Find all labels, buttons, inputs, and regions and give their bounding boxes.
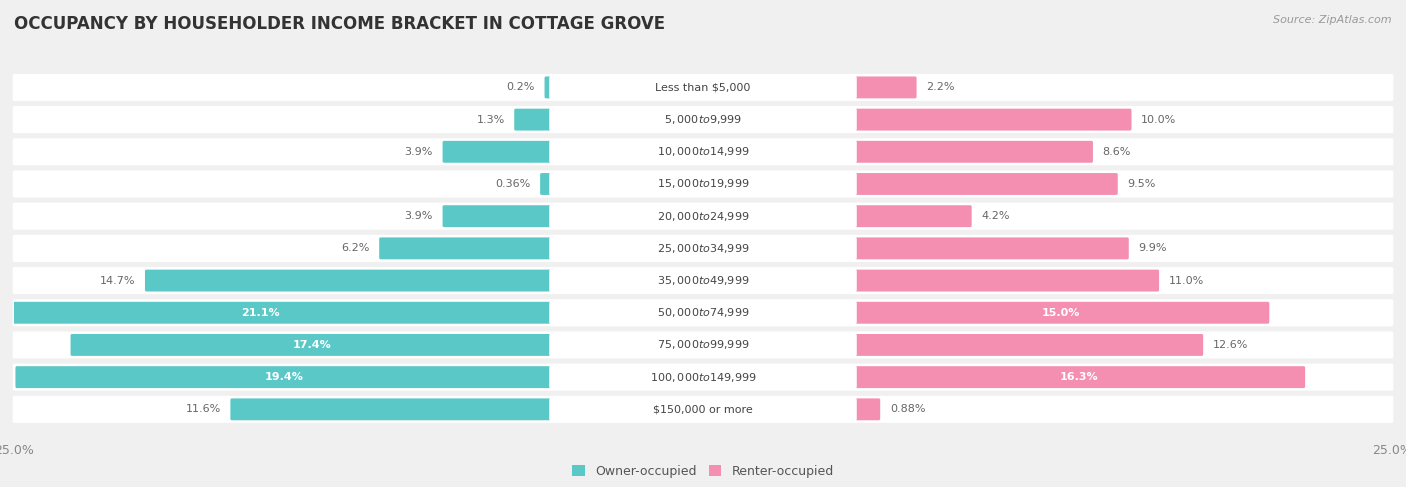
Text: 19.4%: 19.4% — [264, 372, 304, 382]
Text: $75,000 to $99,999: $75,000 to $99,999 — [657, 338, 749, 352]
FancyBboxPatch shape — [550, 365, 856, 389]
FancyBboxPatch shape — [13, 170, 1393, 198]
FancyBboxPatch shape — [853, 109, 1132, 131]
Text: 12.6%: 12.6% — [1213, 340, 1249, 350]
FancyBboxPatch shape — [13, 203, 1393, 230]
FancyBboxPatch shape — [13, 396, 1393, 423]
Text: $100,000 to $149,999: $100,000 to $149,999 — [650, 371, 756, 384]
FancyBboxPatch shape — [380, 238, 553, 259]
FancyBboxPatch shape — [853, 173, 1118, 195]
FancyBboxPatch shape — [853, 302, 1270, 324]
Text: 11.0%: 11.0% — [1168, 276, 1204, 285]
FancyBboxPatch shape — [550, 75, 856, 99]
FancyBboxPatch shape — [853, 398, 880, 420]
Text: 9.5%: 9.5% — [1128, 179, 1156, 189]
Text: $20,000 to $24,999: $20,000 to $24,999 — [657, 210, 749, 223]
FancyBboxPatch shape — [853, 76, 917, 98]
FancyBboxPatch shape — [443, 205, 553, 227]
FancyBboxPatch shape — [550, 333, 856, 357]
FancyBboxPatch shape — [550, 204, 856, 228]
FancyBboxPatch shape — [0, 302, 553, 324]
Text: $25,000 to $34,999: $25,000 to $34,999 — [657, 242, 749, 255]
FancyBboxPatch shape — [853, 270, 1159, 292]
Text: $50,000 to $74,999: $50,000 to $74,999 — [657, 306, 749, 319]
FancyBboxPatch shape — [13, 332, 1393, 358]
Text: $10,000 to $14,999: $10,000 to $14,999 — [657, 145, 749, 158]
Legend: Owner-occupied, Renter-occupied: Owner-occupied, Renter-occupied — [572, 465, 834, 478]
FancyBboxPatch shape — [145, 270, 553, 292]
FancyBboxPatch shape — [13, 138, 1393, 165]
FancyBboxPatch shape — [544, 76, 553, 98]
FancyBboxPatch shape — [15, 366, 553, 388]
Text: 3.9%: 3.9% — [405, 211, 433, 221]
Text: OCCUPANCY BY HOUSEHOLDER INCOME BRACKET IN COTTAGE GROVE: OCCUPANCY BY HOUSEHOLDER INCOME BRACKET … — [14, 15, 665, 33]
Text: $150,000 or more: $150,000 or more — [654, 404, 752, 414]
FancyBboxPatch shape — [550, 140, 856, 164]
Text: 11.6%: 11.6% — [186, 404, 221, 414]
Text: Source: ZipAtlas.com: Source: ZipAtlas.com — [1274, 15, 1392, 25]
Text: 10.0%: 10.0% — [1142, 114, 1177, 125]
Text: 9.9%: 9.9% — [1139, 244, 1167, 253]
Text: 17.4%: 17.4% — [292, 340, 330, 350]
Text: 2.2%: 2.2% — [927, 82, 955, 93]
FancyBboxPatch shape — [550, 172, 856, 196]
FancyBboxPatch shape — [853, 141, 1092, 163]
FancyBboxPatch shape — [853, 205, 972, 227]
Text: 16.3%: 16.3% — [1060, 372, 1098, 382]
FancyBboxPatch shape — [515, 109, 553, 131]
Text: 0.2%: 0.2% — [506, 82, 534, 93]
FancyBboxPatch shape — [13, 299, 1393, 326]
Text: 0.88%: 0.88% — [890, 404, 925, 414]
FancyBboxPatch shape — [550, 301, 856, 325]
Text: 6.2%: 6.2% — [342, 244, 370, 253]
FancyBboxPatch shape — [13, 106, 1393, 133]
FancyBboxPatch shape — [540, 173, 553, 195]
Text: 15.0%: 15.0% — [1042, 308, 1080, 318]
FancyBboxPatch shape — [443, 141, 553, 163]
Text: 8.6%: 8.6% — [1102, 147, 1130, 157]
Text: 14.7%: 14.7% — [100, 276, 135, 285]
FancyBboxPatch shape — [231, 398, 553, 420]
FancyBboxPatch shape — [550, 108, 856, 131]
Text: Less than $5,000: Less than $5,000 — [655, 82, 751, 93]
FancyBboxPatch shape — [853, 238, 1129, 259]
FancyBboxPatch shape — [13, 267, 1393, 294]
FancyBboxPatch shape — [70, 334, 553, 356]
Text: $15,000 to $19,999: $15,000 to $19,999 — [657, 177, 749, 190]
FancyBboxPatch shape — [550, 237, 856, 260]
Text: $35,000 to $49,999: $35,000 to $49,999 — [657, 274, 749, 287]
Text: 0.36%: 0.36% — [495, 179, 530, 189]
FancyBboxPatch shape — [853, 334, 1204, 356]
Text: $5,000 to $9,999: $5,000 to $9,999 — [664, 113, 742, 126]
FancyBboxPatch shape — [13, 74, 1393, 101]
FancyBboxPatch shape — [550, 269, 856, 293]
FancyBboxPatch shape — [13, 235, 1393, 262]
FancyBboxPatch shape — [550, 397, 856, 421]
Text: 4.2%: 4.2% — [981, 211, 1010, 221]
FancyBboxPatch shape — [853, 366, 1305, 388]
Text: 1.3%: 1.3% — [477, 114, 505, 125]
Text: 3.9%: 3.9% — [405, 147, 433, 157]
Text: 21.1%: 21.1% — [242, 308, 280, 318]
FancyBboxPatch shape — [13, 364, 1393, 391]
